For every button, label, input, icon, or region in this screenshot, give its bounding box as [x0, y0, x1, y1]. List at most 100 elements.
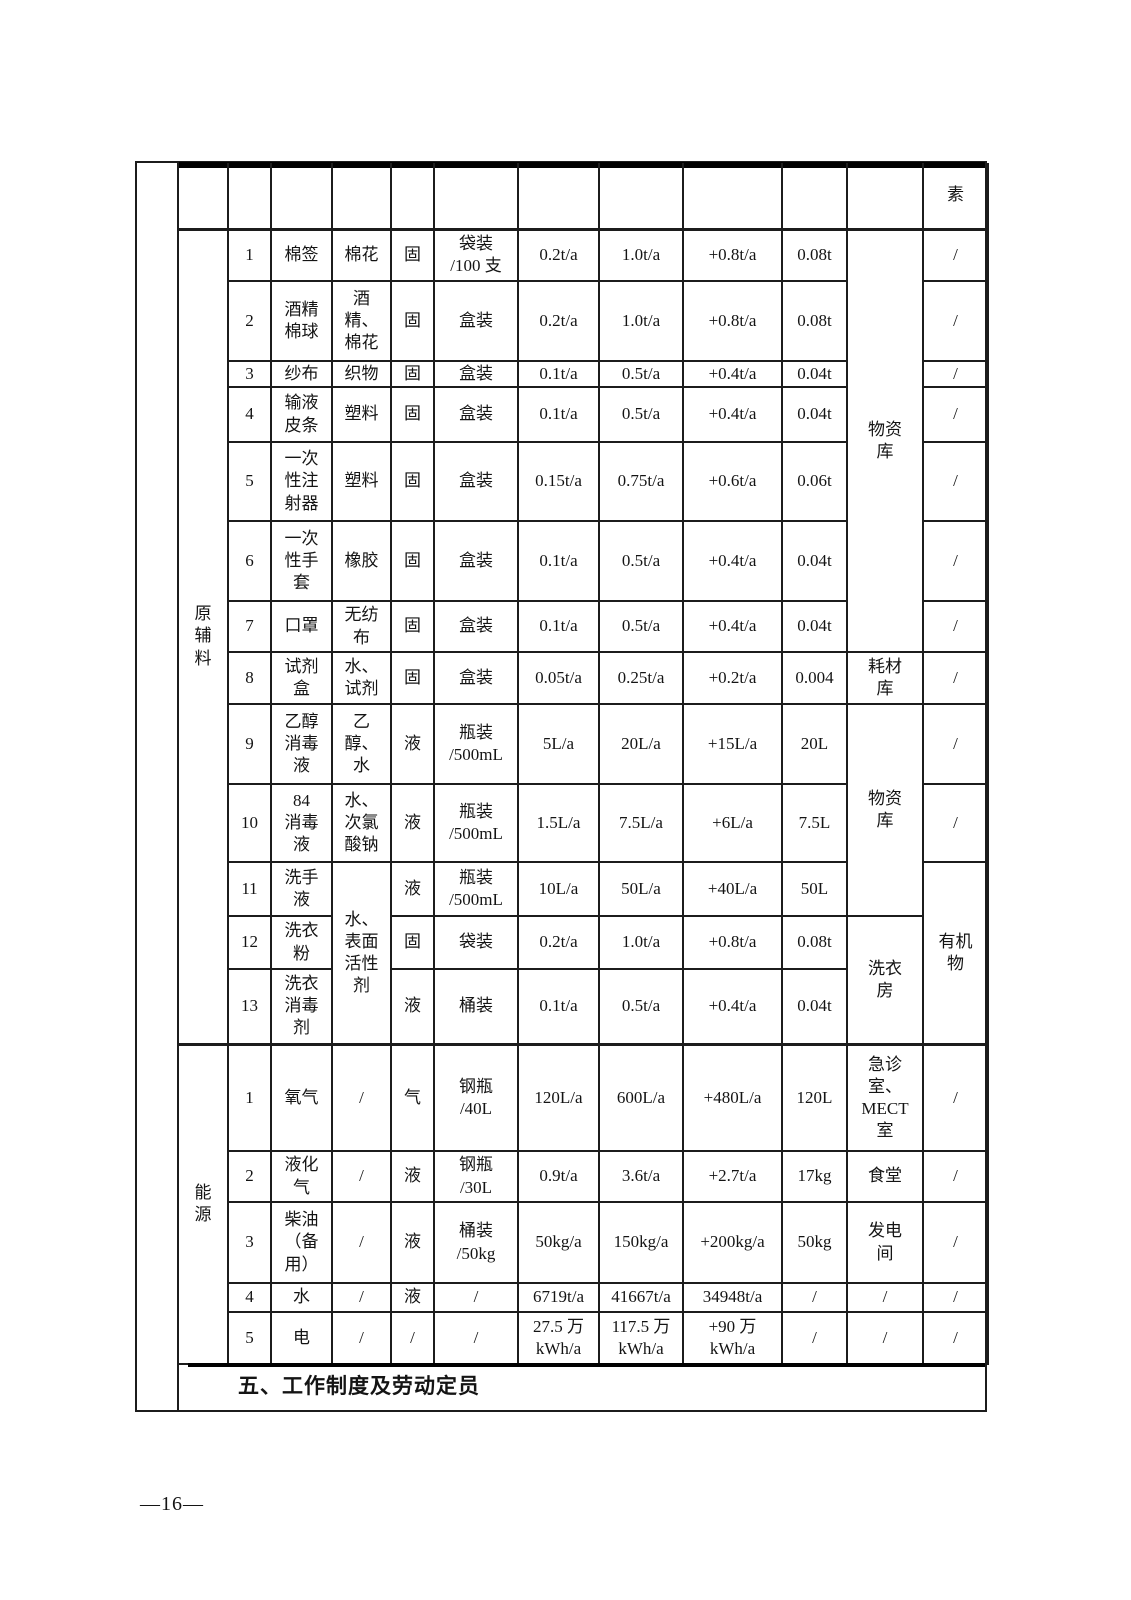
table-cell: 0.2t/a — [517, 280, 600, 362]
table-cell — [227, 163, 272, 231]
table-cell: 水、 次氯 酸钠 — [331, 783, 392, 863]
table-cell: 棉签 — [270, 227, 333, 282]
table-cell: 84 消毒 液 — [270, 783, 333, 863]
table-cell: 7.5L — [781, 783, 848, 863]
table-cell: 洗衣 粉 — [270, 915, 333, 970]
table-cell: 口罩 — [270, 600, 333, 653]
table-cell — [846, 163, 924, 231]
table-cell: 液 — [390, 968, 435, 1045]
table-cell: 有机 物 — [922, 861, 989, 1045]
table-cell: 钢瓶 /30L — [433, 1150, 519, 1203]
table-cell: +200kg/a — [682, 1201, 783, 1284]
table-cell: / — [331, 1282, 392, 1313]
table-cell: 0.004 — [781, 651, 848, 705]
table-cell: 7 — [227, 600, 272, 653]
table-cell: 0.25t/a — [598, 651, 684, 705]
page-number: —16— — [140, 1493, 204, 1515]
table-cell: +0.4t/a — [682, 968, 783, 1045]
table-cell: 氧气 — [270, 1042, 333, 1152]
table-cell: 20L/a — [598, 703, 684, 785]
table-cell: 桶装 /50kg — [433, 1201, 519, 1284]
table-cell: 食堂 — [846, 1150, 924, 1203]
table-cell: 瓶装 /500mL — [433, 861, 519, 917]
table-cell: 液 — [390, 1150, 435, 1203]
table-cell: 发电 间 — [846, 1201, 924, 1284]
table-cell: 9 — [227, 703, 272, 785]
table-cell: 液 — [390, 1201, 435, 1284]
table-cell: +0.6t/a — [682, 441, 783, 522]
table-cell: 2 — [227, 280, 272, 362]
table-cell: 150kg/a — [598, 1201, 684, 1284]
table-cell: 13 — [227, 968, 272, 1045]
table-cell: 液 — [390, 1282, 435, 1313]
table-cell: 0.04t — [781, 600, 848, 653]
table-cell: 0.1t/a — [517, 600, 600, 653]
table-cell: 乙 醇、 水 — [331, 703, 392, 785]
table-cell: 无纺 布 — [331, 600, 392, 653]
table-cell: / — [922, 1150, 989, 1203]
table-cell: / — [781, 1311, 848, 1365]
table-cell: 盒装 — [433, 360, 519, 388]
section-heading: 五、工作制度及劳动定员 — [238, 1374, 480, 1398]
table-cell: 0.5t/a — [598, 600, 684, 653]
table-cell: 固 — [390, 227, 435, 282]
table-cell: / — [846, 1282, 924, 1313]
table-cell: 600L/a — [598, 1042, 684, 1152]
table-cell: +480L/a — [682, 1042, 783, 1152]
table-cell: / — [390, 1311, 435, 1365]
table-cell: / — [846, 1311, 924, 1365]
table-row: 原 辅 料 1 棉签 棉花固袋装 /100 支 0.2t/a 1.0t/a +0.8t/a 0… — [177, 227, 989, 1045]
table-cell: 0.05t/a — [517, 651, 600, 705]
table-cell: 塑料 — [331, 441, 392, 522]
table-cell: 50kg — [781, 1201, 848, 1284]
table-cell: +0.4t/a — [682, 360, 783, 388]
table-cell: 0.06t — [781, 441, 848, 522]
table-cell: / — [922, 1042, 989, 1152]
table-cell: / — [433, 1282, 519, 1313]
table-cell: 4 — [227, 386, 272, 443]
table-cell: 急诊 室、 MECT 室 — [846, 1042, 924, 1152]
table-cell: / — [331, 1311, 392, 1365]
group-label-cell: 原 辅 料 — [177, 227, 229, 1045]
table-cell: +0.4t/a — [682, 600, 783, 653]
table-cell: 2 — [227, 1150, 272, 1203]
table-cell: 固 — [390, 651, 435, 705]
table-cell: 0.08t — [781, 915, 848, 970]
table-cell: 气 — [390, 1042, 435, 1152]
table-row: 6 一次 性手 套橡胶固盒装 0.1t/a 0.5t/a +0.4t/a 0.04t / — [178, 520, 989, 602]
table-row: 5 电 / //27.5 万 kWh/a 117.5 万 kWh/a +90 万 kWh/… — [178, 1311, 989, 1365]
table-cell: 41667t/a — [598, 1282, 684, 1313]
table-cell: 固 — [390, 386, 435, 443]
table-cell: 洗手 液 — [270, 861, 333, 917]
table-cell: 液化 气 — [270, 1150, 333, 1203]
table-cell: 钢瓶 /40L — [433, 1042, 519, 1152]
table-cell: 水、 试剂 — [331, 651, 392, 705]
table-cell: 0.08t — [781, 280, 848, 362]
table-cell: / — [781, 1282, 848, 1313]
table-cell: 0.04t — [781, 520, 848, 602]
table-cell: 0.75t/a — [598, 441, 684, 522]
table-cell: 1.0t/a — [598, 280, 684, 362]
table-cell: 袋装 — [433, 915, 519, 970]
table-cell: 输液 皮条 — [270, 386, 333, 443]
table-cell: +2.7t/a — [682, 1150, 783, 1203]
table-cell: 5 — [227, 1311, 272, 1365]
table-cell: / — [922, 783, 989, 863]
table-cell: +0.8t/a — [682, 280, 783, 362]
table-cell: 纱布 — [270, 360, 333, 388]
table-cell: 6719t/a — [517, 1282, 600, 1313]
table-cell: 洗衣 房 — [846, 915, 924, 1045]
table-cell: 117.5 万 kWh/a — [598, 1311, 684, 1365]
table-cell: / — [922, 651, 989, 705]
table-row: 10 84 消毒 液水、 次氯 酸钠液瓶装 /500mL 1.5L/a 7.5L/a +… — [178, 783, 989, 863]
table-row: 13 洗衣 消毒 剂液桶装 0.1t/a 0.5t/a +0.4t/a 0.04t — [178, 968, 988, 1045]
table-cell: 7.5L/a — [598, 783, 684, 863]
table-cell: 10 — [227, 783, 272, 863]
table-cell: 物资 库 — [846, 227, 924, 653]
table-cell: / — [922, 386, 989, 443]
table-cell: 桶装 — [433, 968, 519, 1045]
table-cell: 盒装 — [433, 651, 519, 705]
table-cell: +0.8t/a — [682, 227, 783, 282]
table-row: 11 洗手 液水、 表面 活性 剂液瓶装 /500mL 10L/a 50L/a +40L… — [178, 861, 989, 1045]
